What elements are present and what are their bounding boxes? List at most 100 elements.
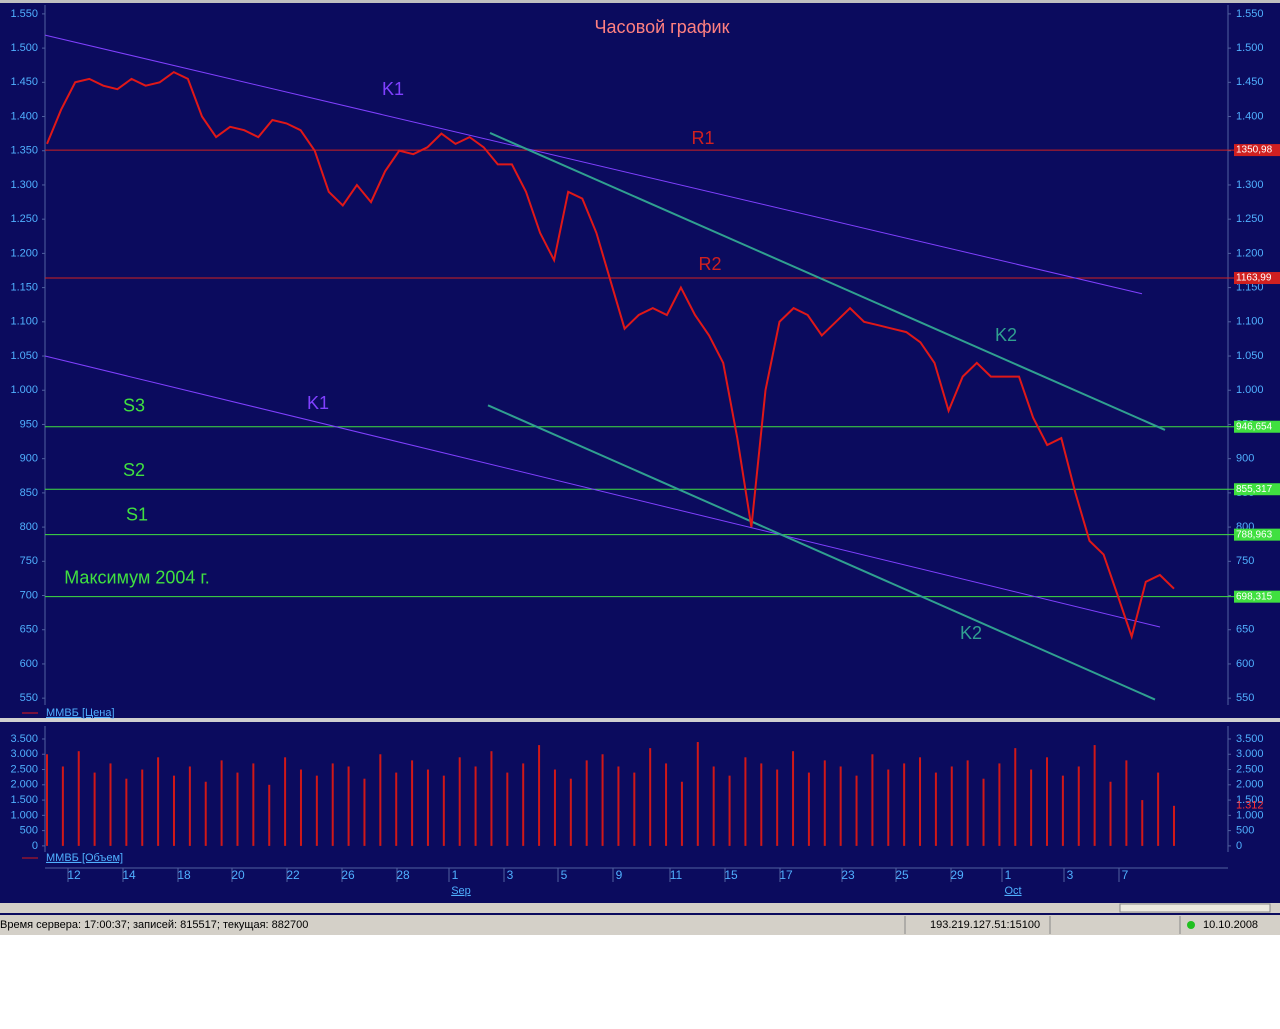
y-tick-label-right: 550 (1236, 692, 1254, 704)
volume-bar (1157, 772, 1160, 846)
current-volume: 1.312 (1236, 800, 1264, 812)
level-name: R1 (691, 128, 714, 148)
y-tick-label: 1.400 (10, 110, 38, 122)
volume-bar (268, 784, 271, 846)
y-tick-label-right: 1.100 (1236, 316, 1264, 328)
volume-bar (553, 769, 556, 846)
volume-bar (776, 769, 779, 846)
volume-bar (1046, 757, 1049, 846)
level-value-label: 946,654 (1236, 421, 1273, 432)
y-tick-label-right: 2.000 (1236, 779, 1264, 791)
level-value-label: 788,963 (1236, 529, 1273, 540)
volume-bar (617, 766, 620, 846)
volume-bar (188, 766, 191, 846)
y-tick-label: 1.150 (10, 282, 38, 294)
volume-bar (109, 763, 112, 846)
x-tick-label: 12 (67, 868, 81, 882)
trend-line-name: K2 (960, 623, 982, 643)
x-tick-label: 28 (396, 868, 410, 882)
y-tick-label-right: 1.150 (1236, 282, 1264, 294)
x-tick-label: 17 (779, 868, 793, 882)
y-tick-label: 1.450 (10, 76, 38, 88)
level-badge (1234, 420, 1280, 433)
level-value-label: 1350,98 (1236, 145, 1273, 156)
x-tick-label: 3 (507, 868, 514, 882)
y-tick-label: 0 (32, 840, 38, 852)
y-tick-label: 3.500 (10, 733, 38, 745)
y-tick-label-right: 1.200 (1236, 247, 1264, 259)
y-tick-label-right: 0 (1236, 840, 1242, 852)
trend-line (489, 132, 1166, 431)
volume-bar (442, 775, 445, 846)
y-tick-label: 600 (20, 658, 38, 670)
volume-bar (966, 760, 969, 846)
y-tick-label-right: 1.450 (1236, 76, 1264, 88)
y-tick-label: 1.500 (10, 794, 38, 806)
volume-bar (284, 757, 287, 846)
y-tick-label: 650 (20, 624, 38, 636)
level-value-label: 698,315 (1236, 591, 1273, 602)
level-name: R2 (698, 254, 721, 274)
volume-bar (887, 769, 890, 846)
status-date: 10.10.2008 (1203, 919, 1258, 931)
level-badge (1234, 590, 1280, 603)
window-border (0, 0, 1280, 3)
volume-bar (490, 751, 493, 846)
y-tick-label: 1.100 (10, 316, 38, 328)
y-tick-label: 2.500 (10, 763, 38, 775)
volume-bar (919, 757, 922, 846)
y-tick-label-right: 1.000 (1236, 384, 1264, 396)
price-line (46, 70, 1175, 641)
y-tick-label-right: 1.050 (1236, 350, 1264, 362)
y-tick-label: 1.300 (10, 179, 38, 191)
y-tick-label-right: 650 (1236, 624, 1254, 636)
volume-bar (712, 766, 715, 846)
volume-bar (760, 763, 763, 846)
level-badge (1234, 272, 1280, 285)
volume-bar (458, 757, 461, 846)
x-tick-label: 7 (1122, 868, 1129, 882)
y-tick-label: 1.200 (10, 247, 38, 259)
volume-bar (379, 754, 382, 846)
volume-bar (903, 763, 906, 846)
x-tick-label: 14 (122, 868, 136, 882)
level-badge (1234, 528, 1280, 541)
x-tick-label: 1 (452, 868, 459, 882)
trend-line (44, 34, 1143, 295)
volume-bar (506, 772, 509, 846)
x-tick-label: 3 (1067, 868, 1074, 882)
x-tick-label: 15 (724, 868, 738, 882)
volume-bar (538, 745, 541, 846)
x-tick-label: 29 (950, 868, 964, 882)
volume-bar (347, 766, 350, 846)
trend-line (487, 404, 1156, 701)
volume-bar (299, 769, 302, 846)
trend-line-name: K2 (995, 325, 1017, 345)
volume-bar (46, 754, 48, 846)
y-tick-label: 1.550 (10, 8, 38, 20)
y-tick-label-right: 3.500 (1236, 733, 1264, 745)
volume-bar (807, 772, 810, 846)
month-label: Sep (451, 885, 471, 897)
volume-bar (1030, 769, 1033, 846)
volume-bar (839, 766, 842, 846)
status-bar (0, 915, 1280, 935)
y-tick-label: 900 (20, 453, 38, 465)
volume-bar (204, 781, 207, 846)
scrollbar[interactable] (0, 903, 1280, 913)
volume-bar (93, 772, 96, 846)
volume-bar (474, 766, 477, 846)
level-value-label: 1163,99 (1236, 273, 1272, 284)
trend-line (44, 355, 1161, 628)
x-tick-label: 25 (895, 868, 909, 882)
scrollbar-thumb[interactable] (1119, 903, 1271, 913)
volume-bar (601, 754, 604, 846)
volume-bar (680, 781, 683, 846)
volume-bar (331, 763, 334, 846)
volume-bar (982, 778, 985, 846)
y-tick-label: 550 (20, 692, 38, 704)
volume-bar (585, 760, 588, 846)
volume-bar (934, 772, 937, 846)
volume-bar (315, 775, 318, 846)
